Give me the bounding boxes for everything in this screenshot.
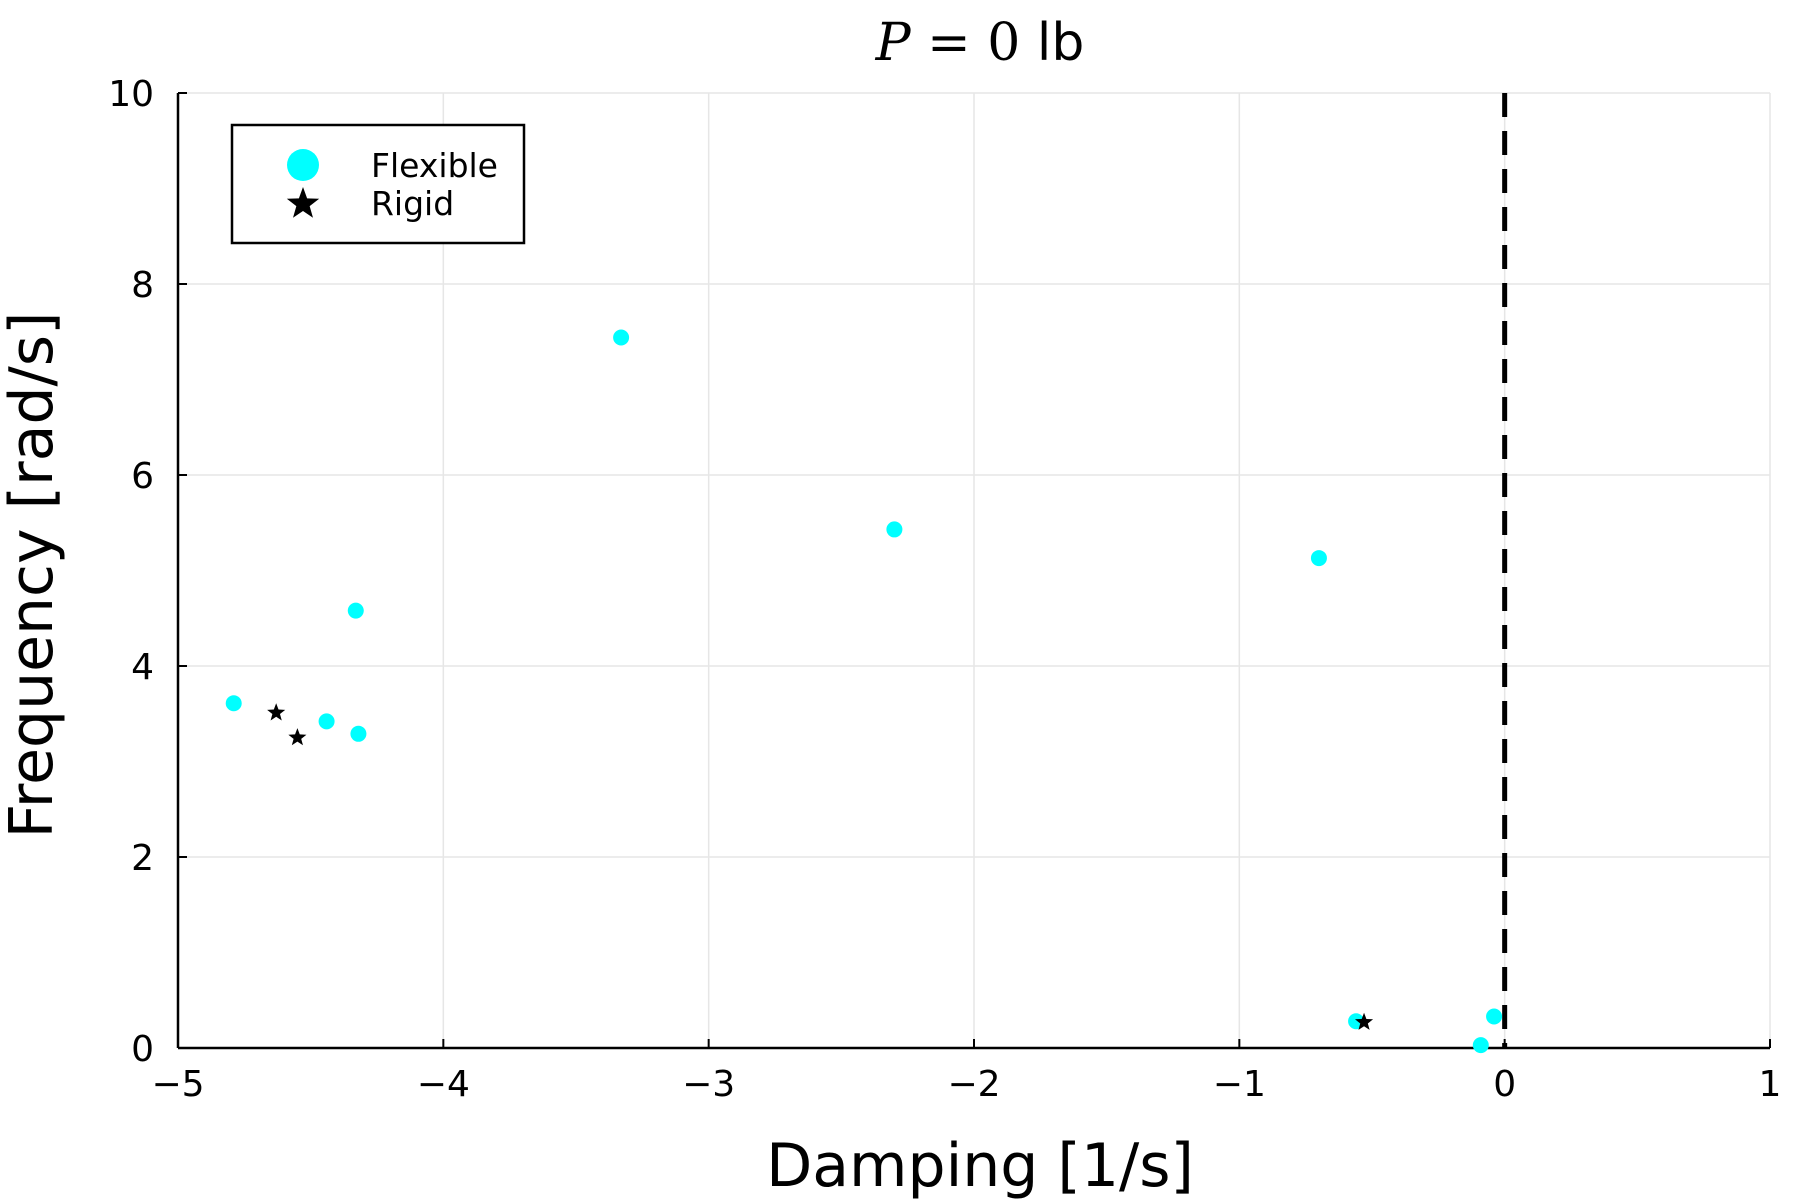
- y-tick-label: 2: [131, 838, 154, 879]
- data-point-rigid: [288, 728, 307, 746]
- x-tick-label: −3: [682, 1064, 735, 1105]
- y-tick-label: 4: [131, 647, 154, 688]
- data-point-rigid: [1355, 1012, 1374, 1030]
- x-tick-label: 0: [1493, 1064, 1516, 1105]
- data-point-rigid: [267, 703, 286, 721]
- data-point-flexible: [347, 602, 364, 619]
- data-point-flexible: [1472, 1037, 1489, 1054]
- x-tick-label: 1: [1759, 1064, 1782, 1105]
- y-axis-title: Frequency [rad/s]: [0, 312, 67, 839]
- y-tick-label: 0: [131, 1029, 154, 1070]
- y-tick-label: 10: [108, 74, 154, 115]
- data-points: [225, 329, 1503, 1054]
- legend-box: [230, 123, 526, 245]
- series-flexible: [225, 329, 1503, 1054]
- data-point-flexible: [350, 725, 367, 742]
- x-tick-label: −1: [1213, 1064, 1266, 1105]
- legend-flexible-marker: [287, 149, 319, 181]
- title-variable: P: [875, 13, 912, 73]
- x-tick-label: −5: [151, 1064, 204, 1105]
- data-point-flexible: [1486, 1008, 1503, 1025]
- data-point-flexible: [886, 521, 903, 538]
- data-point-flexible: [613, 329, 630, 346]
- title-equals: =: [911, 13, 988, 73]
- y-tick-label: 8: [131, 265, 154, 306]
- legend-rigid-marker: [286, 187, 320, 218]
- legend-flexible-label: Flexible: [371, 146, 498, 185]
- title-unit: lb: [1020, 13, 1084, 73]
- chart-title: P = 0 lb: [875, 13, 1085, 73]
- x-tick-label: −4: [417, 1064, 470, 1105]
- title-value: 0: [987, 13, 1020, 73]
- data-point-flexible: [1310, 550, 1327, 567]
- data-point-flexible: [225, 695, 242, 712]
- data-point-flexible: [318, 713, 335, 730]
- y-tick-label: 6: [131, 456, 154, 497]
- legend-rigid-label: Rigid: [371, 184, 454, 223]
- series-rigid: [267, 703, 1374, 1030]
- legend: Flexible Rigid: [230, 123, 526, 245]
- x-tick-label: −2: [947, 1064, 1000, 1105]
- x-axis-title: Damping [1/s]: [766, 1131, 1194, 1200]
